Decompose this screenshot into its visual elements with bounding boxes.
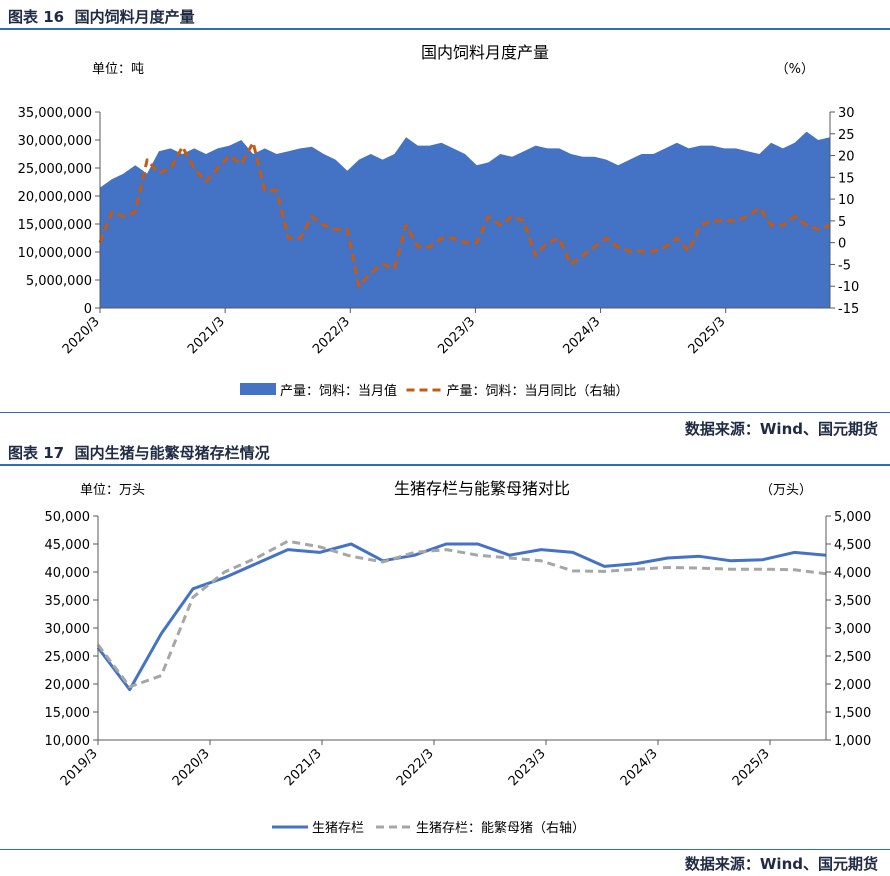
- right-tick-label: -15: [838, 302, 859, 317]
- figure17-label: 图表 17: [8, 444, 65, 462]
- figure16-source: 数据来源：Wind、国元期货: [684, 420, 878, 438]
- legend-label: 生猪存栏：能繁母猪（右轴）: [416, 820, 585, 836]
- figure16-heading: 国内饲料月度产量: [74, 8, 195, 26]
- series-line-hog-inventory: [96, 542, 827, 692]
- figure16-top-rule: [0, 28, 890, 30]
- x-tick-label: 2021/3: [282, 746, 325, 789]
- figure17-bottom-rule: [0, 849, 890, 850]
- figure16-label: 图表 16: [8, 8, 65, 26]
- left-tick-label: 5,000,000: [26, 274, 92, 289]
- right-tick-label: 1,500: [834, 706, 871, 721]
- series-area-feed-output: [100, 131, 830, 308]
- legend-label: 产量：饲料：当月同比（右轴）: [447, 384, 629, 399]
- x-tick-label: 2024/3: [618, 746, 661, 789]
- right-tick-label: 5,000: [834, 510, 871, 525]
- left-axis-unit: 单位：万头: [80, 483, 145, 498]
- left-tick-label: 10,000,000: [18, 246, 92, 261]
- right-tick-label: 1,000: [834, 734, 871, 749]
- figure17-heading: 国内生猪与能繁母猪存栏情况: [74, 444, 270, 462]
- figure17-top-rule: [0, 464, 890, 466]
- x-tick-label: 2020/3: [60, 314, 103, 357]
- right-tick-label: 20: [838, 150, 855, 165]
- left-tick-label: 35,000: [45, 594, 91, 609]
- x-tick-label: 2020/3: [170, 746, 213, 789]
- right-tick-label: -5: [838, 258, 851, 273]
- x-tick-label: 2023/3: [435, 314, 478, 357]
- x-tick-label: 2023/3: [506, 746, 549, 789]
- left-axis-unit: 单位：吨: [92, 62, 144, 77]
- legend-label: 产量：饲料：当月值: [280, 383, 397, 399]
- x-tick-label: 2024/3: [560, 314, 603, 357]
- figure17-chart: 生猪存栏与能繁母猪对比 单位：万头 （万头） 10,000 15,000 20,000 25…: [45, 479, 872, 836]
- right-tick-label: -10: [838, 280, 859, 295]
- right-tick-label: 4,000: [834, 566, 871, 581]
- left-tick-label: 30,000,000: [18, 134, 92, 149]
- figure16-bottom-rule: [0, 412, 890, 413]
- series-line-feed-yoy: [98, 141, 831, 288]
- right-tick-label: 5: [838, 215, 846, 230]
- left-tick-label: 25,000,000: [18, 162, 92, 177]
- left-tick-label: 15,000: [45, 706, 91, 721]
- x-tick-label: 2022/3: [310, 314, 353, 357]
- left-tick-label: 30,000: [45, 622, 91, 637]
- right-tick-label: 3,500: [834, 594, 871, 609]
- figure16-caption: 图表 16 国内饲料月度产量: [8, 6, 195, 27]
- right-tick-label: 10: [838, 193, 855, 208]
- left-tick-label: 35,000,000: [18, 106, 92, 121]
- left-tick-label: 0: [84, 302, 92, 317]
- left-tick-label: 25,000: [45, 650, 91, 665]
- right-axis-unit: （%）: [776, 62, 814, 77]
- chart-title: 生猪存栏与能繁母猪对比: [394, 479, 570, 498]
- right-tick-label: 2,000: [834, 678, 871, 693]
- left-tick-label: 40,000: [45, 566, 91, 581]
- legend-label: 生猪存栏: [312, 821, 364, 836]
- right-axis-unit: （万头）: [760, 483, 812, 498]
- x-tick-label: 2025/3: [686, 314, 729, 357]
- x-tick-label: 2022/3: [394, 746, 437, 789]
- left-tick-label: 20,000: [45, 678, 91, 693]
- series-line-breeding-sows: [96, 539, 827, 689]
- figure17-caption: 图表 17 国内生猪与能繁母猪存栏情况: [8, 442, 270, 463]
- right-tick-label: 15: [838, 171, 855, 186]
- left-tick-label: 20,000,000: [18, 190, 92, 205]
- chart-title: 国内饲料月度产量: [421, 43, 549, 62]
- right-tick-label: 3,000: [834, 622, 871, 637]
- x-tick-label: 2025/3: [730, 746, 773, 789]
- right-tick-label: 25: [838, 128, 855, 143]
- left-tick-label: 45,000: [45, 538, 91, 553]
- right-tick-label: 2,500: [834, 650, 871, 665]
- x-tick-label: 2019/3: [58, 746, 101, 789]
- right-tick-label: 30: [838, 106, 855, 121]
- left-tick-label: 50,000: [45, 510, 91, 525]
- right-tick-label: 0: [838, 237, 846, 252]
- x-tick-label: 2021/3: [185, 314, 228, 357]
- legend-swatch-area: [240, 383, 276, 395]
- right-tick-label: 4,500: [834, 538, 871, 553]
- figure17-source: 数据来源：Wind、国元期货: [684, 855, 878, 873]
- left-tick-label: 15,000,000: [18, 218, 92, 233]
- left-tick-label: 10,000: [45, 734, 91, 749]
